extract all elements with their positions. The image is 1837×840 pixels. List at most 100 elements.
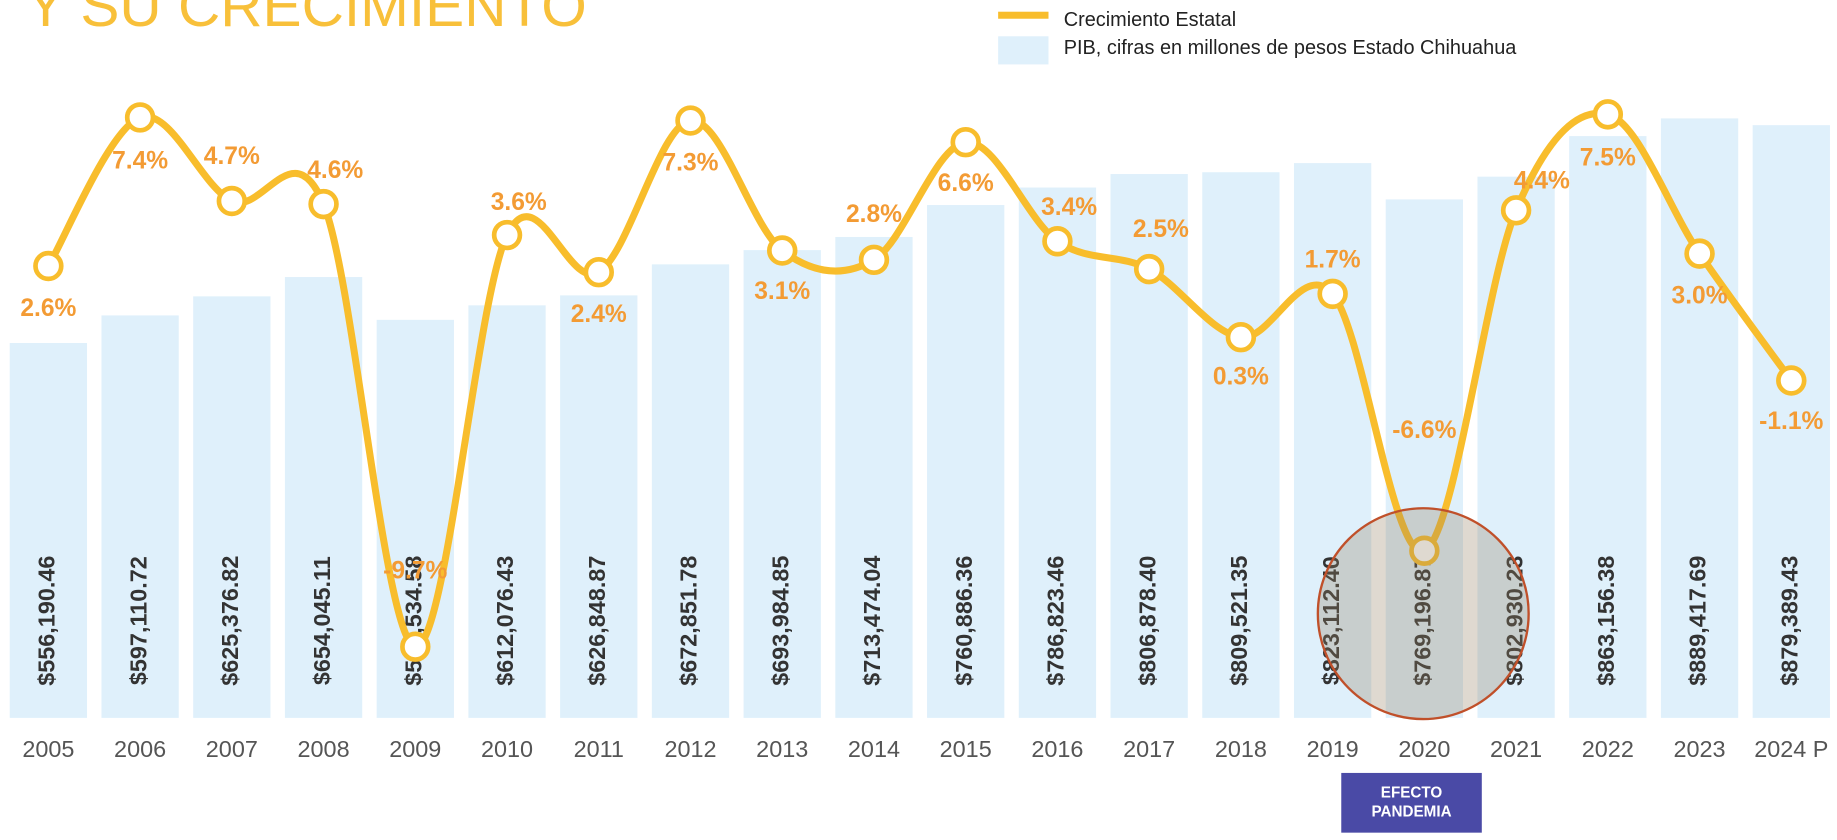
growth-point bbox=[1225, 321, 1257, 353]
x-tick-label: 2009 bbox=[389, 736, 441, 762]
bar bbox=[1018, 187, 1097, 718]
bar bbox=[835, 236, 913, 718]
growth-value-label: 4.6% bbox=[307, 157, 363, 184]
bar bbox=[9, 342, 88, 718]
bar-value-label: $693,984.85 bbox=[767, 556, 793, 686]
bar-value-label: $626,848.87 bbox=[584, 556, 610, 686]
bar bbox=[1202, 172, 1280, 718]
bar-value-label: $879,389.43 bbox=[1776, 556, 1802, 686]
bar-value-label: $672,851.78 bbox=[676, 556, 702, 686]
growth-point bbox=[216, 185, 248, 217]
x-tick-label: 2010 bbox=[481, 736, 533, 762]
growth-value-label: 7.4% bbox=[112, 147, 168, 174]
bar-value-label: $590,534.58 bbox=[400, 556, 426, 686]
growth-point bbox=[767, 235, 798, 266]
chart-title: Y SU CRECIMIENTO bbox=[26, 0, 587, 39]
legend-bar-swatch bbox=[998, 36, 1049, 65]
growth-value-label: 0.3% bbox=[1213, 364, 1269, 391]
growth-value-label: 1.7% bbox=[1305, 247, 1361, 274]
growth-point bbox=[124, 102, 156, 133]
bar bbox=[1752, 125, 1830, 718]
bar bbox=[1477, 176, 1555, 718]
growth-value-label: 2.4% bbox=[571, 301, 627, 328]
highlight-circle bbox=[1316, 507, 1530, 721]
x-tick-label: 2013 bbox=[756, 736, 808, 762]
growth-value-label: -1.1% bbox=[1759, 408, 1823, 435]
x-tick-label: 2018 bbox=[1215, 736, 1267, 762]
x-tick-label: 2023 bbox=[1674, 736, 1726, 762]
bar-value-label: $713,474.04 bbox=[859, 556, 885, 686]
bar bbox=[651, 264, 730, 718]
bar bbox=[284, 277, 363, 718]
x-tick-label: 2020 bbox=[1398, 736, 1450, 762]
annotation-box-text: EFECTO PANDEMIA bbox=[1371, 783, 1452, 820]
x-tick-label: 2022 bbox=[1582, 736, 1634, 762]
bar-value-label: $597,110.72 bbox=[125, 556, 151, 685]
growth-point bbox=[33, 250, 64, 282]
bar-value-label: $889,417.69 bbox=[1685, 556, 1711, 686]
growth-value-label: 2.5% bbox=[1133, 216, 1189, 243]
bar bbox=[101, 315, 179, 718]
x-tick-label: 2024 P bbox=[1754, 736, 1828, 762]
growth-value-label: 3.1% bbox=[754, 278, 810, 305]
bar bbox=[193, 296, 271, 718]
bar bbox=[743, 250, 821, 718]
x-tick-label: 2015 bbox=[940, 736, 992, 762]
annotation-box bbox=[1341, 772, 1482, 833]
growth-value-label: -9.7% bbox=[383, 557, 447, 584]
legend-line-swatch bbox=[998, 11, 1049, 19]
x-tick-label: 2008 bbox=[298, 736, 350, 762]
growth-value-label: 2.6% bbox=[20, 295, 76, 322]
growth-point bbox=[491, 219, 523, 251]
growth-point bbox=[1592, 99, 1624, 130]
x-tick-label: 2017 bbox=[1123, 736, 1175, 762]
bar bbox=[1293, 163, 1372, 718]
growth-value-label: 4.7% bbox=[204, 143, 260, 170]
growth-value-label: -6.6% bbox=[1392, 417, 1456, 444]
x-tick-label: 2007 bbox=[206, 736, 258, 762]
x-tick-label: 2019 bbox=[1307, 736, 1359, 762]
growth-value-label: 2.8% bbox=[846, 201, 902, 228]
growth-value-label: 3.0% bbox=[1672, 282, 1728, 309]
bar bbox=[560, 295, 638, 718]
x-tick-label: 2021 bbox=[1490, 736, 1542, 762]
growth-point bbox=[1776, 365, 1807, 396]
bar-value-label: $556,190.46 bbox=[34, 556, 60, 686]
growth-value-label: 3.6% bbox=[491, 189, 547, 216]
growth-point bbox=[675, 105, 706, 136]
x-tick-label: 2005 bbox=[22, 736, 74, 762]
bar-value-label: $760,886.36 bbox=[951, 556, 977, 686]
bar-value-label: $625,376.82 bbox=[217, 556, 243, 686]
bar bbox=[1385, 199, 1464, 718]
bar bbox=[927, 205, 1005, 718]
bar-value-label: $612,076.43 bbox=[492, 556, 518, 686]
x-tick-label: 2016 bbox=[1031, 736, 1083, 762]
growth-point bbox=[1500, 195, 1532, 226]
legend-label: Crecimiento Estatal bbox=[1064, 9, 1236, 31]
growth-value-label: 7.5% bbox=[1580, 144, 1636, 171]
legend-label: PIB, cifras en millones de pesos Estado … bbox=[1063, 36, 1517, 59]
growth-point bbox=[1684, 238, 1715, 269]
growth-value-label: 4.4% bbox=[1514, 168, 1570, 195]
x-tick-label: 2014 bbox=[848, 736, 900, 762]
growth-point bbox=[1317, 278, 1348, 310]
x-tick-label: 2012 bbox=[664, 736, 716, 762]
x-tick-label: 2006 bbox=[114, 736, 166, 762]
bar bbox=[1660, 118, 1739, 718]
growth-value-label: 3.4% bbox=[1041, 194, 1097, 221]
bar-value-label: $806,878.40 bbox=[1134, 556, 1160, 686]
growth-point bbox=[308, 188, 339, 220]
bar bbox=[1569, 136, 1647, 718]
growth-point bbox=[858, 244, 890, 276]
bar-value-label: $809,521.35 bbox=[1226, 556, 1252, 686]
bar bbox=[468, 305, 546, 718]
legend-label-box: PIB, cifras en millones de pesos Estado … bbox=[1063, 36, 1517, 59]
growth-point bbox=[1409, 535, 1440, 566]
bar-value-label: $654,045.11 bbox=[309, 556, 335, 685]
growth-point bbox=[1133, 253, 1165, 285]
bar-value-label: $786,823.46 bbox=[1043, 556, 1069, 686]
x-tick-label: 2011 bbox=[574, 736, 624, 762]
bar-value-label: $863,156.38 bbox=[1593, 556, 1619, 686]
annotation: EFECTO PANDEMIA bbox=[1371, 783, 1452, 820]
